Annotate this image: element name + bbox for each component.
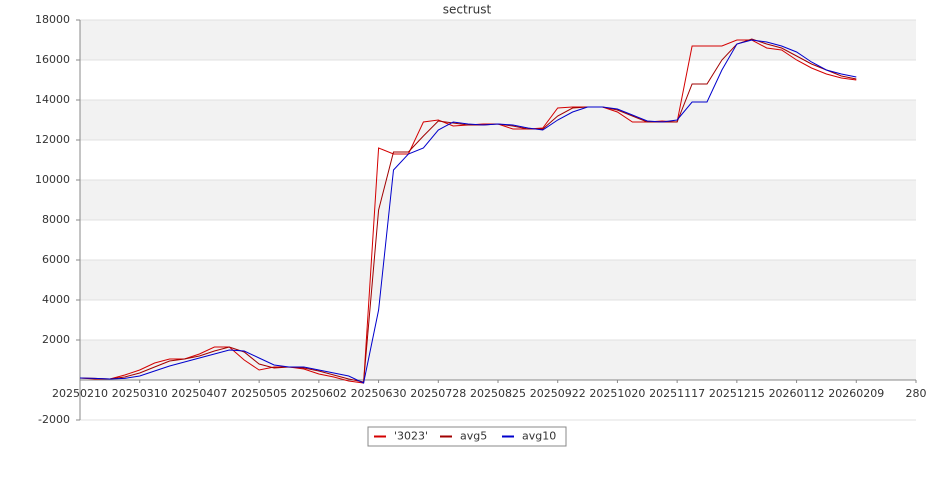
y-tick-label: -2000 [38,413,70,426]
x-tick-label: 20250922 [530,387,586,400]
x-tick-label: 280 [906,387,927,400]
legend-box [367,426,567,447]
x-tick-label: 20250210 [52,387,108,400]
y-tick-label: 2000 [42,333,70,346]
y-tick-label: 14000 [35,93,70,106]
x-tick-label: 20251117 [649,387,705,400]
y-tick-label: 18000 [35,13,70,26]
legend-label: avg5 [460,430,487,443]
grid-band [80,100,916,140]
y-tick-label: 16000 [35,53,70,66]
legend-label: avg10 [522,430,556,443]
x-tick-label: 20250825 [470,387,526,400]
x-tick-label: 20251215 [709,387,765,400]
y-tick-label: 8000 [42,213,70,226]
y-tick-label: 4000 [42,293,70,306]
x-tick-label: 20260112 [769,387,825,400]
grid-band [80,180,916,220]
x-tick-label: 20250310 [112,387,168,400]
chart-title: sectrust [443,3,492,17]
grid-band [80,340,916,380]
grid-band [80,20,916,60]
legend-label: '3023' [394,430,428,443]
x-tick-label: 20250602 [291,387,347,400]
x-tick-label: 20250728 [410,387,466,400]
x-tick-label: 20250505 [231,387,287,400]
series-line [79,39,857,384]
x-tick-label: 20250407 [171,387,227,400]
y-tick-label: 6000 [42,253,70,266]
grid-band [80,260,916,300]
x-tick-label: 20260209 [828,387,884,400]
y-tick-label: 10000 [35,173,70,186]
x-tick-label: 20250630 [351,387,407,400]
x-tick-label: 20251020 [589,387,645,400]
series-line [79,38,857,383]
y-tick-label: 12000 [35,133,70,146]
